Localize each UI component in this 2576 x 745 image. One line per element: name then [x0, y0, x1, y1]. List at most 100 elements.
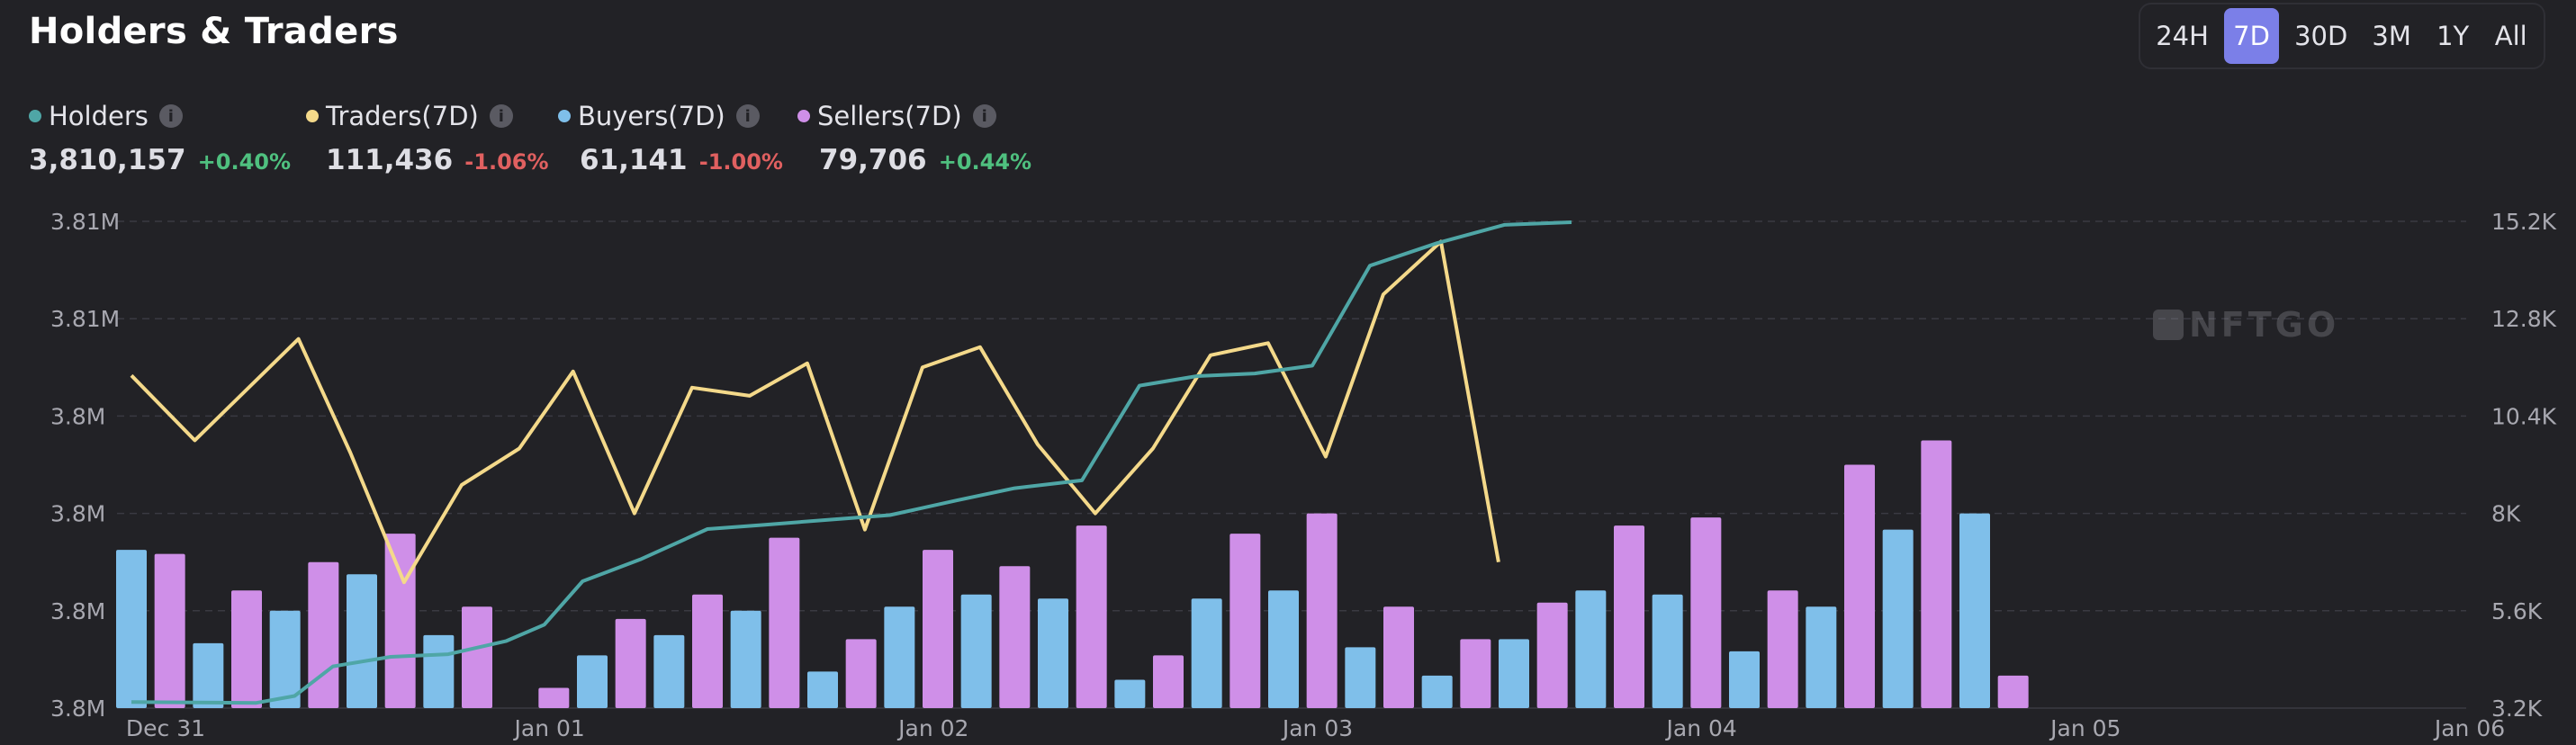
sellers-bar	[1690, 517, 1722, 708]
buyers-dot	[558, 110, 571, 122]
buyers-bar	[1268, 590, 1299, 708]
y-left-tick-label: 3.8M	[50, 501, 105, 527]
traders-line	[130, 239, 1500, 585]
metric-holders-change: +0.40%	[197, 149, 292, 175]
metric-buyers-label: Buyers(7D)	[578, 101, 725, 131]
buyers-bar	[1191, 598, 1222, 708]
y-left-tick-label: 3.8M	[50, 598, 105, 624]
metric-buyers: Buyers(7D) i 61,141 -1.00%	[558, 101, 783, 176]
metric-sellers-change: +0.44%	[938, 149, 1032, 175]
buyers-bar	[423, 634, 455, 708]
metric-holders-label: Holders	[49, 101, 149, 131]
y-right-tick-label: 10.4K	[2491, 403, 2557, 429]
buyers-bar	[1882, 529, 1914, 708]
sellers-bar	[1383, 606, 1414, 708]
buyers-bar	[960, 594, 992, 708]
sellers-bar	[692, 594, 723, 708]
chart-bars	[116, 440, 2029, 708]
x-tick-label: Jan 03	[1281, 715, 1353, 741]
holders-line	[131, 220, 1572, 705]
range-all-button[interactable]: All	[2494, 21, 2527, 51]
sellers-bar	[231, 590, 262, 708]
range-7d-button[interactable]: 7D	[2224, 8, 2279, 64]
buyers-bar	[1575, 590, 1607, 708]
sellers-bar	[1614, 525, 1644, 708]
buyers-bar	[1652, 594, 1683, 708]
sellers-bar	[999, 566, 1031, 708]
info-icon[interactable]: i	[972, 104, 996, 128]
range-3m-button[interactable]: 3M	[2372, 21, 2411, 51]
page-title: Holders & Traders	[29, 11, 399, 52]
x-tick-label: Jan 02	[896, 715, 968, 741]
buyers-bar	[1806, 606, 1837, 708]
metric-traders-value: 111,436	[326, 144, 454, 176]
buyers-bar	[730, 610, 761, 708]
y-right-tick-label: 5.6K	[2491, 598, 2543, 624]
sellers-bar	[538, 687, 570, 708]
sellers-bar	[1229, 534, 1261, 708]
sellers-bar	[1076, 525, 1107, 708]
info-icon[interactable]: i	[489, 104, 513, 128]
metric-sellers-label: Sellers(7D)	[817, 101, 962, 131]
sellers-bar	[1921, 440, 1952, 708]
metric-sellers: Sellers(7D) i 79,706 +0.44%	[797, 101, 1031, 176]
buyers-bar	[1421, 675, 1453, 708]
metric-sellers-value: 79,706	[819, 144, 927, 176]
range-30d-button[interactable]: 30D	[2294, 21, 2348, 51]
nftgo-logo-icon	[2153, 310, 2184, 340]
sellers-bar	[308, 561, 339, 708]
sellers-bar	[1767, 590, 1798, 708]
sellers-bar	[384, 534, 416, 708]
sellers-bar	[1153, 655, 1184, 708]
range-24h-button[interactable]: 24H	[2156, 21, 2209, 51]
buyers-bar	[1038, 598, 1068, 708]
sellers-bar	[1997, 675, 2029, 708]
sellers-bar	[1306, 513, 1338, 708]
y-right-tick-label: 15.2K	[2491, 209, 2557, 235]
sellers-bar	[154, 553, 185, 708]
sellers-bar	[845, 639, 877, 708]
sellers-bar	[1460, 639, 1491, 708]
x-tick-label: Jan 01	[513, 715, 585, 741]
y-left-tick-label: 3.81M	[50, 306, 120, 332]
sellers-dot	[797, 110, 810, 122]
buyers-bar	[884, 606, 915, 708]
buyers-bar	[347, 574, 377, 708]
x-axis: Dec 31 Jan 01 Jan 02 Jan 03 Jan 04 Jan 05 Jan …	[126, 715, 2505, 741]
buyers-bar	[1959, 513, 1990, 708]
watermark-text: NFTGO	[2189, 305, 2339, 345]
chart-lines	[130, 220, 1572, 705]
traders-dot	[306, 110, 319, 122]
sellers-bar	[615, 618, 646, 708]
x-tick-label: Dec 31	[126, 715, 205, 741]
metric-traders-change: -1.06%	[464, 149, 549, 175]
metric-buyers-change: -1.00%	[698, 149, 783, 175]
metric-traders-label: Traders(7D)	[326, 101, 479, 131]
metric-traders: Traders(7D) i 111,436 -1.06%	[306, 101, 549, 176]
y-left-tick-label: 3.8M	[50, 696, 105, 722]
y-left-tick-label: 3.81M	[50, 209, 120, 235]
info-icon[interactable]: i	[158, 104, 183, 128]
time-range-selector: 24H 7D 30D 3M 1Y All	[2139, 3, 2545, 69]
info-icon[interactable]: i	[735, 104, 760, 128]
metric-holders: Holders i 3,810,157 +0.40%	[29, 101, 291, 176]
y-axis-right: 3.2K 5.6K 8K 10.4K 12.8K 15.2K	[2491, 209, 2557, 722]
buyers-bar	[269, 610, 301, 708]
sellers-bar	[769, 537, 800, 708]
buyers-bar	[577, 655, 608, 708]
metric-holders-value: 3,810,157	[29, 144, 186, 176]
sellers-bar	[1536, 602, 1568, 708]
buyers-bar	[1114, 679, 1146, 708]
buyers-bar	[116, 550, 147, 708]
buyers-bar	[1345, 647, 1376, 708]
buyers-bar	[193, 642, 224, 708]
buyers-bar	[1729, 651, 1760, 708]
buyers-bar	[1499, 639, 1529, 708]
sellers-bar	[923, 550, 953, 708]
range-1y-button[interactable]: 1Y	[2436, 21, 2470, 51]
y-right-tick-label: 8K	[2491, 501, 2521, 527]
y-left-tick-label: 3.8M	[50, 403, 105, 429]
x-tick-label: Jan 06	[2433, 715, 2505, 741]
y-axis-left: 3.8M 3.8M 3.8M 3.8M 3.81M 3.81M	[50, 209, 120, 722]
